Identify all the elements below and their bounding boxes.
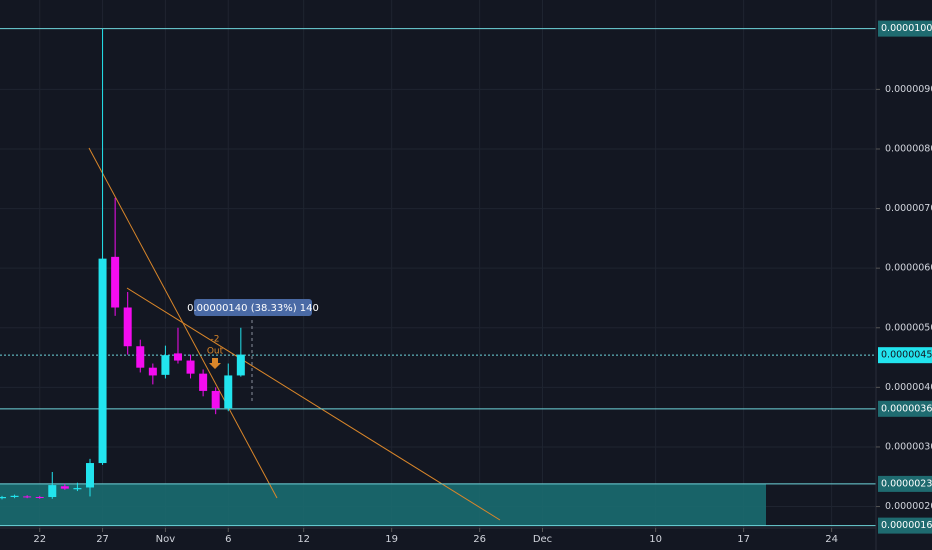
candle-body xyxy=(10,495,19,498)
price-zone xyxy=(0,483,766,526)
candle-body xyxy=(199,373,208,391)
x-tick-label: 12 xyxy=(297,534,310,545)
candle-body xyxy=(186,360,195,374)
level-label-box xyxy=(878,347,932,364)
measure-box xyxy=(194,299,312,316)
x-tick-label: 27 xyxy=(96,534,109,545)
grid xyxy=(0,0,876,528)
candle-body xyxy=(85,463,94,488)
y-tick-label: 0.00000800 xyxy=(885,143,932,154)
y-tick-label: 0.00000900 xyxy=(885,84,932,95)
signal-arrow xyxy=(209,358,221,369)
x-tick-label: Nov xyxy=(156,534,176,545)
level-label: 0.00000238 xyxy=(881,478,932,489)
y-tick-label: 0.00000600 xyxy=(885,263,932,274)
level-label-box xyxy=(878,517,932,534)
signal-label: -2 xyxy=(211,335,220,345)
measure-label: 0.00000140 (38.33%) 140 xyxy=(187,303,319,314)
candle-body xyxy=(98,258,107,464)
candle-body xyxy=(0,497,6,499)
candle-body xyxy=(111,256,120,308)
x-tick-label: 17 xyxy=(737,534,750,545)
level-label-box xyxy=(878,400,932,417)
axes: 0.00000200 0.00000300 0.00000400 0.00000500… xyxy=(33,84,932,545)
candles xyxy=(0,28,245,500)
y-tick-label: 0.00000300 xyxy=(885,441,932,452)
level-label: 0.00000364 xyxy=(881,403,932,414)
candle-body xyxy=(60,486,69,489)
x-tick-label: 24 xyxy=(825,534,838,545)
level-label: 0.00000454 xyxy=(881,350,932,361)
candle-body xyxy=(48,485,57,498)
y-tick-label: 0.00000200 xyxy=(885,501,932,512)
level-label: 0.00001002 xyxy=(881,23,932,34)
candle-body xyxy=(173,353,182,361)
candle-body xyxy=(73,488,82,490)
candle-body xyxy=(23,496,32,498)
candle-body xyxy=(211,390,220,409)
candle-body xyxy=(224,375,233,409)
candle-body xyxy=(123,307,132,347)
level-label: 0.00000168 xyxy=(881,520,932,531)
candle-body xyxy=(136,346,145,368)
candle-body xyxy=(161,355,170,375)
x-tick-label: 10 xyxy=(649,534,662,545)
y-tick-label: 0.00000700 xyxy=(885,203,932,214)
zone xyxy=(0,483,766,526)
candle-body xyxy=(148,367,157,376)
y-tick-label: 0.00000500 xyxy=(885,322,932,333)
y-tick-label: 0.00000400 xyxy=(885,382,932,393)
signal-label: Out xyxy=(207,347,224,357)
x-tick-label: 6 xyxy=(225,534,231,545)
x-tick-label: Dec xyxy=(533,534,552,545)
x-tick-label: 19 xyxy=(385,534,398,545)
level-label-box xyxy=(878,475,932,492)
x-tick-label: 22 xyxy=(33,534,46,545)
trend-line xyxy=(126,287,501,521)
levels: 0.00001002 0.00000454 0.00000364 0.00000238… xyxy=(0,20,932,534)
x-tick-label: 26 xyxy=(473,534,486,545)
candle-body xyxy=(236,354,245,376)
level-label-box xyxy=(878,20,932,37)
candle-body xyxy=(35,497,44,499)
